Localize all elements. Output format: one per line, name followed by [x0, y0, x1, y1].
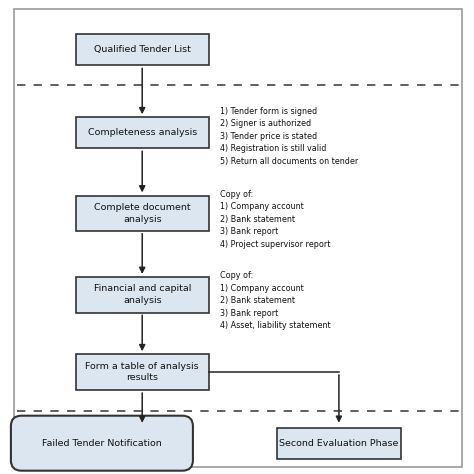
FancyBboxPatch shape — [76, 277, 209, 313]
FancyBboxPatch shape — [277, 428, 401, 459]
Text: Second Evaluation Phase: Second Evaluation Phase — [279, 439, 399, 447]
Text: Financial and capital
analysis: Financial and capital analysis — [93, 284, 191, 305]
FancyBboxPatch shape — [76, 355, 209, 390]
FancyBboxPatch shape — [76, 118, 209, 148]
Text: Copy of:
1) Company account
2) Bank statement
3) Bank report
4) Project supervis: Copy of: 1) Company account 2) Bank stat… — [220, 190, 331, 248]
Text: Copy of:
1) Company account
2) Bank statement
3) Bank report
4) Asset, liability: Copy of: 1) Company account 2) Bank stat… — [220, 271, 331, 330]
Text: Failed Tender Notification: Failed Tender Notification — [42, 439, 162, 447]
Text: 1) Tender form is signed
2) Signer is authorized
3) Tender price is stated
4) Re: 1) Tender form is signed 2) Signer is au… — [220, 107, 359, 165]
FancyBboxPatch shape — [76, 195, 209, 231]
Text: Form a table of analysis
results: Form a table of analysis results — [85, 362, 199, 383]
Text: Complete document
analysis: Complete document analysis — [94, 203, 191, 224]
FancyBboxPatch shape — [76, 35, 209, 65]
Text: Qualified Tender List: Qualified Tender List — [94, 46, 191, 54]
Text: Completeness analysis: Completeness analysis — [88, 128, 197, 137]
FancyBboxPatch shape — [11, 416, 193, 471]
